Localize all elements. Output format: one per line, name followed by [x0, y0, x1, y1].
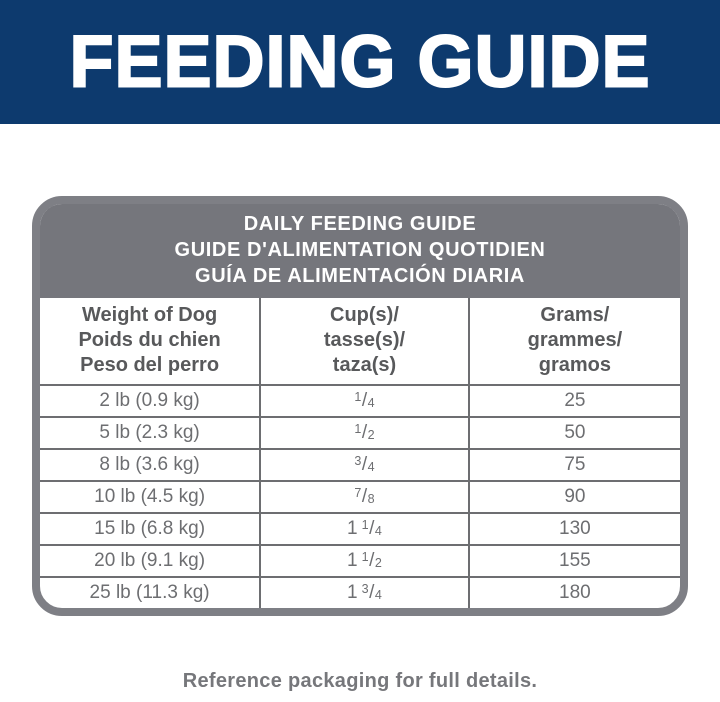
weight-header-en: Weight of Dog: [82, 304, 218, 326]
grams-cell: 180: [468, 576, 680, 608]
footer-note: Reference packaging for full details.: [182, 670, 538, 692]
cup-fraction-denominator: 4: [367, 459, 375, 474]
cups-cell: 1/4: [259, 384, 470, 417]
cups-cell: 1 3/4: [259, 576, 470, 608]
weight-cell: 5 lb (2.3 kg): [40, 416, 261, 449]
cup-fraction-denominator: 4: [367, 395, 375, 410]
cups-cell: 7/8: [259, 480, 470, 513]
feeding-table: Weight of Dog Poids du chien Peso del pe…: [40, 298, 680, 608]
weight-cell: 25 lb (11.3 kg): [40, 576, 261, 608]
table-row: 20 lb (9.1 kg) 1 1/2 155: [40, 544, 680, 577]
grams-cell: 90: [468, 480, 680, 513]
cup-fraction-slash: /: [361, 422, 368, 444]
cup-fraction-numerator: 1: [354, 389, 362, 404]
weight-cell: 2 lb (0.9 kg): [40, 384, 261, 417]
cups-cell: 1 1/4: [259, 512, 470, 545]
cup-fraction-denominator: 4: [374, 587, 382, 602]
table-row: 2 lb (0.9 kg) 1/4 25: [40, 384, 680, 417]
page-title: FEEDING GUIDE: [68, 20, 651, 104]
table-row: 8 lb (3.6 kg) 3/4 75: [40, 448, 680, 481]
cup-fraction-denominator: 4: [374, 523, 382, 538]
cup-fraction-numerator: 1: [361, 517, 369, 532]
grams-cell: 50: [468, 416, 680, 449]
cup-fraction-numerator: 3: [361, 581, 369, 596]
cup-fraction-slash: /: [369, 518, 375, 540]
table-header-band: DAILY FEEDING GUIDE GUIDE D'ALIMENTATION…: [40, 204, 680, 298]
title-banner: FEEDING GUIDE: [0, 0, 720, 124]
cup-fraction-slash: /: [369, 550, 375, 572]
cup-fraction-numerator: 1: [354, 421, 362, 436]
cup-fraction-numerator: 3: [354, 453, 362, 468]
cup-whole-number: 1: [347, 582, 358, 604]
table-title-fr: GUIDE D'ALIMENTATION QUOTIDIEN: [174, 239, 546, 261]
cup-fraction-slash: /: [361, 390, 368, 412]
cup-fraction-denominator: 8: [367, 491, 375, 506]
table-title-es: GUÍA DE ALIMENTACIÓN DIARIA: [195, 265, 525, 287]
cups-cell: 1 1/2: [259, 544, 470, 577]
table-title-en: DAILY FEEDING GUIDE: [243, 213, 477, 235]
column-header-cups: Cup(s)/ tasse(s)/ taza(s): [259, 298, 470, 385]
cup-fraction-denominator: 2: [367, 427, 375, 442]
weight-cell: 8 lb (3.6 kg): [40, 448, 261, 481]
cup-fraction-numerator: 1: [361, 549, 369, 564]
cup-fraction-numerator: 7: [354, 485, 362, 500]
column-header-weight: Weight of Dog Poids du chien Peso del pe…: [40, 298, 260, 385]
table-row: 5 lb (2.3 kg) 1/2 50: [40, 416, 680, 449]
cup-fraction-slash: /: [361, 454, 368, 476]
table-row: 10 lb (4.5 kg) 7/8 90: [40, 480, 680, 513]
table-row: 25 lb (11.3 kg) 1 3/4 180: [40, 576, 680, 608]
grams-cell: 155: [468, 544, 680, 577]
grams-header-es: gramos: [538, 354, 612, 376]
weight-cell: 10 lb (4.5 kg): [40, 480, 261, 513]
cups-cell: 1/2: [259, 416, 470, 449]
grams-cell: 130: [468, 512, 680, 545]
column-header-grams: Grams/ grammes/ gramos: [469, 298, 680, 385]
grams-header-en: Grams/: [540, 304, 610, 326]
cups-cell: 3/4: [259, 448, 470, 481]
cups-header-fr: tasse(s)/: [323, 329, 406, 351]
cup-whole-number: 1: [347, 550, 358, 572]
weight-cell: 15 lb (6.8 kg): [40, 512, 261, 545]
cup-fraction-slash: /: [369, 582, 375, 604]
cup-whole-number: 1: [347, 518, 358, 540]
weight-cell: 20 lb (9.1 kg): [40, 544, 261, 577]
grams-cell: 25: [468, 384, 680, 417]
weight-header-fr: Poids du chien: [78, 329, 221, 351]
column-header-row: Weight of Dog Poids du chien Peso del pe…: [40, 298, 680, 385]
cups-header-en: Cup(s)/: [330, 304, 399, 326]
weight-header-es: Peso del perro: [80, 354, 220, 376]
cup-fraction-denominator: 2: [374, 555, 382, 570]
table-row: 15 lb (6.8 kg) 1 1/4 130: [40, 512, 680, 545]
cups-header-es: taza(s): [332, 354, 397, 376]
grams-header-fr: grammes/: [527, 329, 623, 351]
grams-cell: 75: [468, 448, 680, 481]
cup-fraction-slash: /: [361, 486, 368, 508]
feeding-table-card: DAILY FEEDING GUIDE GUIDE D'ALIMENTATION…: [32, 196, 688, 616]
